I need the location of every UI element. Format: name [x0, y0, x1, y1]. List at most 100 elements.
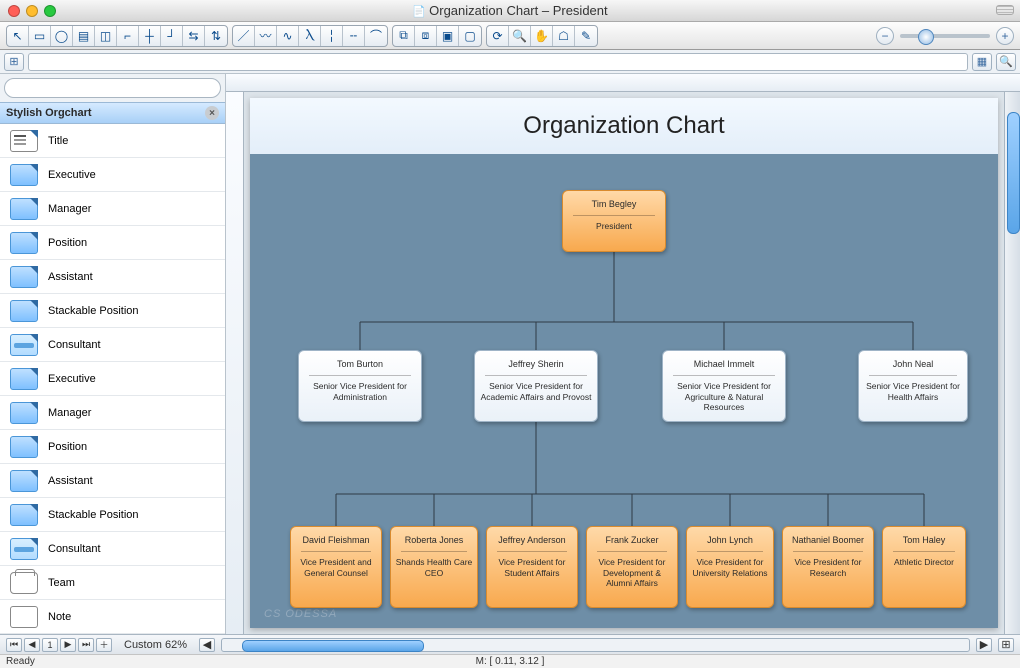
scroll-left-icon[interactable]: ◀ — [199, 638, 215, 652]
add-page-icon[interactable]: ＋ — [96, 638, 112, 652]
sidebar-item-assistant[interactable]: Assistant — [0, 464, 225, 498]
arc-tool-icon[interactable]: 〰 — [255, 26, 277, 46]
pan-icon[interactable]: ✋ — [531, 26, 553, 46]
canvas-area: Organization Chart CS ODESSA Tim BegleyP… — [226, 74, 1020, 634]
sidebar-item-label: Manager — [48, 407, 91, 419]
toolbar-group-shapes: ↖ ▭ ◯ ▤ ◫ ⌐ ┼ ┘ ⇆ ⇅ — [6, 25, 228, 47]
node-name: John Lynch — [691, 535, 769, 545]
back-icon[interactable]: ▢ — [459, 26, 481, 46]
rotate-icon[interactable]: ⟳ — [487, 26, 509, 46]
pointer-tool-icon[interactable]: ↖ — [7, 26, 29, 46]
node-divider — [573, 215, 655, 216]
align-top-icon[interactable]: ⌐ — [117, 26, 139, 46]
first-page-icon[interactable]: ⏮ — [6, 638, 22, 652]
node-divider — [893, 551, 955, 552]
group-icon[interactable]: ⧉ — [393, 26, 415, 46]
ungroup-icon[interactable]: ⧈ — [415, 26, 437, 46]
sidebar-item-stackable-position[interactable]: Stackable Position — [0, 498, 225, 532]
sidebar-section-header[interactable]: Stylish Orgchart × — [0, 102, 225, 124]
watermark: CS ODESSA — [264, 608, 337, 620]
sidebar-item-stackable-position[interactable]: Stackable Position — [0, 294, 225, 328]
org-node[interactable]: Nathaniel BoomerVice President for Resea… — [782, 526, 874, 608]
org-node[interactable]: Roberta JonesShands Health Care CEO — [390, 526, 478, 608]
dist-h-icon[interactable]: ⇆ — [183, 26, 205, 46]
connector-arc-icon[interactable]: ⌒ — [365, 26, 387, 46]
search-icon[interactable]: 🔍 — [996, 53, 1016, 71]
sidebar-item-position[interactable]: Position — [0, 430, 225, 464]
eyedrop-icon[interactable]: ✎ — [575, 26, 597, 46]
sidebar-item-executive[interactable]: Executive — [0, 158, 225, 192]
horizontal-scrollbar[interactable] — [221, 638, 970, 652]
node-divider — [401, 551, 467, 552]
dist-v-icon[interactable]: ⇅ — [205, 26, 227, 46]
shape-icon — [10, 334, 38, 356]
zoom-out-icon[interactable]: − — [876, 27, 894, 45]
node-role: Vice President for Student Affairs — [491, 557, 573, 578]
node-divider — [869, 375, 957, 376]
poly-tool-icon[interactable]: Ⲗ — [299, 26, 321, 46]
page[interactable]: Organization Chart CS ODESSA Tim BegleyP… — [250, 98, 998, 628]
align-bot-icon[interactable]: ┘ — [161, 26, 183, 46]
titlebar: Organization Chart – President — [0, 0, 1020, 22]
zoom-icon[interactable]: 🔍 — [509, 26, 531, 46]
front-icon[interactable]: ▣ — [437, 26, 459, 46]
shapes-search-input[interactable] — [4, 78, 221, 98]
close-icon[interactable]: × — [205, 106, 219, 120]
zoom-track[interactable] — [900, 34, 990, 38]
curve-tool-icon[interactable]: ∿ — [277, 26, 299, 46]
library-filter-input[interactable] — [28, 53, 968, 71]
org-node[interactable]: Jeffrey SherinSenior Vice President for … — [474, 350, 598, 422]
sidebar-item-team[interactable]: Team — [0, 566, 225, 600]
sidebar-item-position[interactable]: Position — [0, 226, 225, 260]
sidebar-item-consultant[interactable]: Consultant — [0, 328, 225, 362]
last-page-icon[interactable]: ⏭ — [78, 638, 94, 652]
text-tool-icon[interactable]: ▤ — [73, 26, 95, 46]
chart-canvas[interactable]: CS ODESSA Tim BegleyPresident Tom BurtonS… — [250, 154, 998, 628]
grid-view-icon[interactable]: ▦ — [972, 53, 992, 71]
sidebar-item-manager[interactable]: Manager — [0, 192, 225, 226]
org-node[interactable]: David FleishmanVice President and Genera… — [290, 526, 382, 608]
sidebar-item-assistant[interactable]: Assistant — [0, 260, 225, 294]
connector-h-icon[interactable]: ╌ — [343, 26, 365, 46]
node-divider — [309, 375, 411, 376]
node-role: Senior Vice President for Health Affairs — [863, 381, 963, 402]
toolbar-group-view: ⟳ 🔍 ✋ ☖ ✎ — [486, 25, 598, 47]
connector-v-icon[interactable]: ╎ — [321, 26, 343, 46]
node-name: Nathaniel Boomer — [787, 535, 869, 545]
node-role: President — [567, 221, 661, 232]
org-node[interactable]: Jeffrey AndersonVice President for Stude… — [486, 526, 578, 608]
sidebar-item-executive[interactable]: Executive — [0, 362, 225, 396]
line-tool-icon[interactable]: ／ — [233, 26, 255, 46]
zoom-in-icon[interactable]: + — [996, 27, 1014, 45]
scroll-right-icon[interactable]: ▶ — [976, 638, 992, 652]
next-page-icon[interactable]: ▶ — [60, 638, 76, 652]
sidebar-item-consultant[interactable]: Consultant — [0, 532, 225, 566]
tree-toggle-icon[interactable]: ⊞ — [4, 53, 24, 71]
org-node[interactable]: Tom BurtonSenior Vice President for Admi… — [298, 350, 422, 422]
sidebar-item-manager[interactable]: Manager — [0, 396, 225, 430]
align-mid-icon[interactable]: ┼ — [139, 26, 161, 46]
sidebar-item-note[interactable]: Note — [0, 600, 225, 634]
rect-tool-icon[interactable]: ▭ — [29, 26, 51, 46]
org-node[interactable]: Frank ZuckerVice President for Developme… — [586, 526, 678, 608]
zoom-label[interactable]: Custom 62% — [118, 639, 193, 651]
org-node[interactable]: Tim BegleyPresident — [562, 190, 666, 252]
scroll-end-icon[interactable]: ⊞ — [998, 638, 1014, 652]
smart-shape-icon[interactable]: ◫ — [95, 26, 117, 46]
page-number[interactable]: 1 — [42, 638, 58, 652]
status-bar: Ready M: [ 0.11, 3.12 ] — [0, 654, 1020, 668]
org-node[interactable]: Tom HaleyAthletic Director — [882, 526, 966, 608]
shape-icon — [10, 266, 38, 288]
org-node[interactable]: John LynchVice President for University … — [686, 526, 774, 608]
ellipse-tool-icon[interactable]: ◯ — [51, 26, 73, 46]
sidebar-item-title[interactable]: Title — [0, 124, 225, 158]
zoom-slider: − + — [876, 27, 1014, 45]
org-node[interactable]: Michael ImmeltSenior Vice President for … — [662, 350, 786, 422]
prev-page-icon[interactable]: ◀ — [24, 638, 40, 652]
snap-icon[interactable]: ☖ — [553, 26, 575, 46]
sidebar-section-label: Stylish Orgchart — [6, 107, 92, 119]
org-node[interactable]: John NealSenior Vice President for Healt… — [858, 350, 968, 422]
window-title: Organization Chart – President — [0, 3, 1020, 18]
vertical-scrollbar[interactable] — [1004, 92, 1020, 634]
shape-icon — [10, 232, 38, 254]
